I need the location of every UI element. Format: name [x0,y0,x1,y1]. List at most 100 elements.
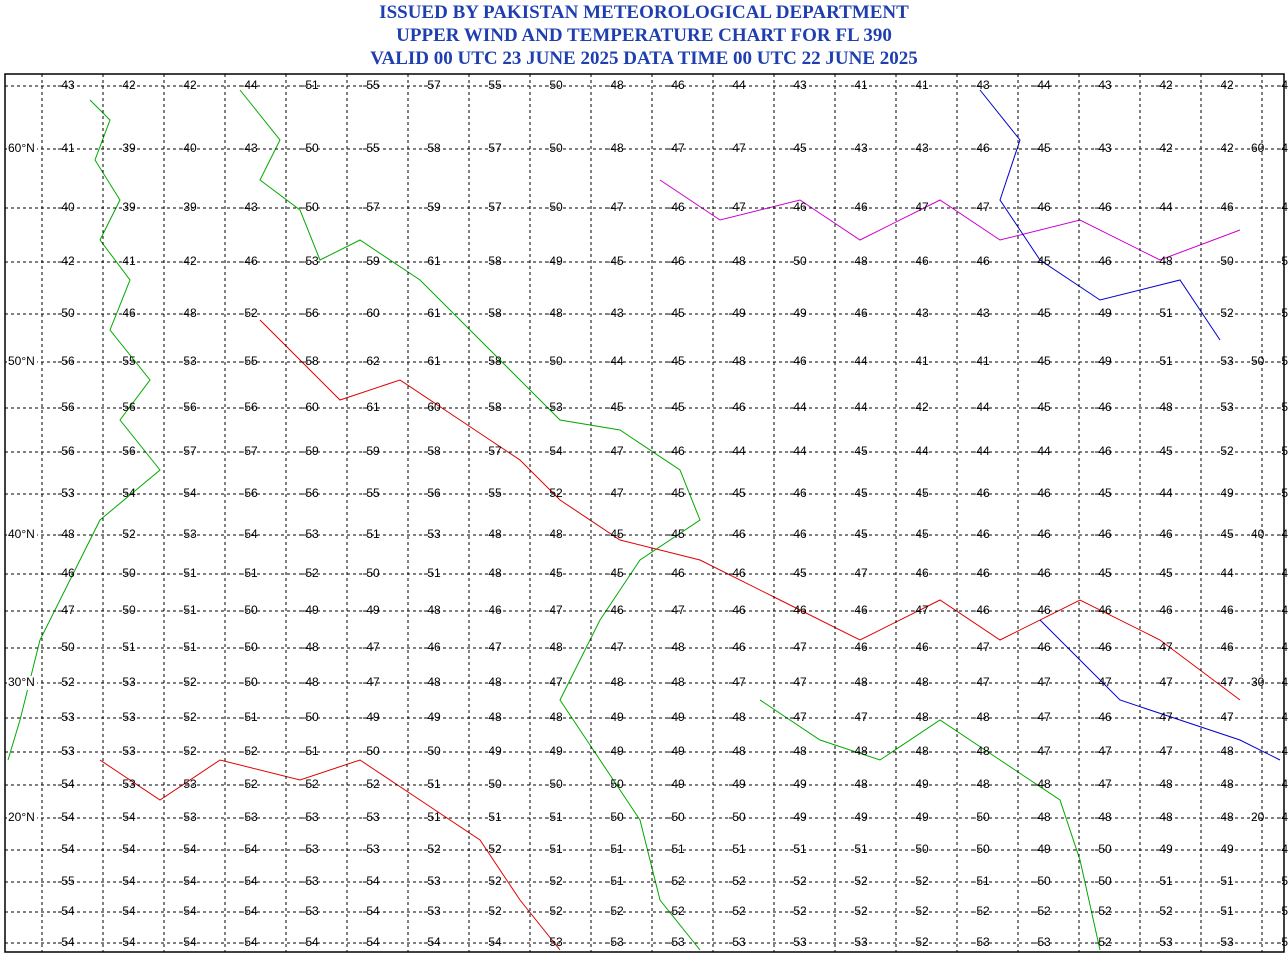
temperature-label: -44 [1155,200,1173,214]
temperature-label: -40 [179,141,197,155]
temperature-label: -45 [606,527,624,541]
temperature-label: -59 [301,444,319,458]
latitude-label: 60 [1251,141,1265,155]
temperature-label: -59 [362,254,380,268]
temperature-label: -50 [606,777,624,791]
temperature-label: -53 [850,935,868,949]
label-bg [7,528,37,542]
temperature-label: -47 [789,675,807,689]
temperature-label: -50 [301,141,319,155]
temperature-label: -50 [1094,874,1112,888]
latitude-label: 20 [1251,810,1265,824]
title-line: VALID 00 UTC 23 JUNE 2025 DATA TIME 00 U… [370,48,918,69]
temperature-label: -49 [1216,842,1234,856]
latitude-label: 30 [1251,675,1265,689]
temperature-label: -49 [484,744,502,758]
temperature-label: -46 [789,354,807,368]
temperature-label: -45 [667,354,685,368]
temperature-label: -46 [1094,640,1112,654]
temperature-label: -49 [545,744,563,758]
temperature-label: -45 [1155,566,1173,580]
temperature-label: -49 [789,810,807,824]
temperature-label: -52 [789,874,807,888]
temperature-label: -47 [1094,777,1112,791]
temperature-label: -43 [606,306,624,320]
coastline [239,89,701,951]
temperature-label: -50 [545,777,563,791]
temperature-label: -49 [728,777,746,791]
temperature-label: -49 [1094,354,1112,368]
temperature-label: -47 [1155,675,1173,689]
temperature-label: -46 [1033,527,1051,541]
temperature-label: -52 [789,904,807,918]
temperature-label: -58 [423,444,441,458]
temperature-label: -47 [606,486,624,500]
temperature-label: -48 [789,744,807,758]
temperature-label: -49 [667,710,685,724]
temperature-label: -54 [57,935,75,949]
temperature-label: -50 [728,810,746,824]
temperature-label: -48 [423,675,441,689]
temperature-label: -42 [118,78,136,92]
temperature-label: -55 [118,354,136,368]
temperature-label: -53 [118,777,136,791]
temperature-label: -50 [240,675,258,689]
temperature-label: -54 [118,874,136,888]
latitude-label: 40°N [8,527,35,541]
geography [7,89,1281,951]
temperature-label: -50 [1094,842,1112,856]
temperature-label: -49 [667,744,685,758]
temperature-label: -47 [362,640,380,654]
temperature-label: -48 [667,640,685,654]
temperature-label: -46 [240,254,258,268]
temperature-label: -54 [240,935,258,949]
temperature-label: -51 [606,874,624,888]
temperature-label: -52 [850,904,868,918]
temperature-label: -45 [1033,141,1051,155]
temperature-label: -49 [301,603,319,617]
temperature-label: -54 [57,777,75,791]
temperature-label: -46 [1277,566,1288,580]
temperature-label: -50 [1216,254,1234,268]
label-bg [7,355,37,369]
temperature-label: -45 [1155,444,1173,458]
temperature-label: -46 [728,400,746,414]
temperature-label: -47 [972,640,990,654]
temperature-label: -46 [728,640,746,654]
temperature-label: -52 [1155,904,1173,918]
temperature-label: -46 [850,306,868,320]
temperature-label: -48 [1216,744,1234,758]
temperature-label: -50 [972,810,990,824]
temperature-label: -46 [1094,200,1112,214]
temperature-label: -42 [1216,141,1234,155]
temperature-label: -53 [362,842,380,856]
temperature-label: -50 [118,603,136,617]
temperature-label: -51 [423,566,441,580]
temperature-label: -50 [362,744,380,758]
temperature-label: -46 [484,603,502,617]
temperature-label: -45 [1094,566,1112,580]
temperature-label: -46 [1033,566,1051,580]
latitude-label: 30°N [8,675,35,689]
border [99,759,561,951]
temperature-label: -47 [1155,744,1173,758]
temperature-label: -54 [118,810,136,824]
temperature-label: -46 [789,527,807,541]
temperature-label: -53 [423,904,441,918]
temperature-label: -52 [118,527,136,541]
temperature-label: -51 [118,640,136,654]
temperature-label: -61 [423,254,441,268]
temperature-label: -48 [911,744,929,758]
temperature-label: -61 [423,306,441,320]
temperature-label: -41 [118,254,136,268]
temperature-label: -53 [301,810,319,824]
temperature-label: -51 [728,842,746,856]
temperature-label: -52 [911,904,929,918]
temperature-label: -46 [850,640,868,654]
temperature-label: -42 [911,400,929,414]
temperature-label: -60 [301,400,319,414]
temperature-label: -52 [57,675,75,689]
temperature-label: -47 [911,200,929,214]
temperature-label: -47 [850,710,868,724]
river [979,89,1221,341]
